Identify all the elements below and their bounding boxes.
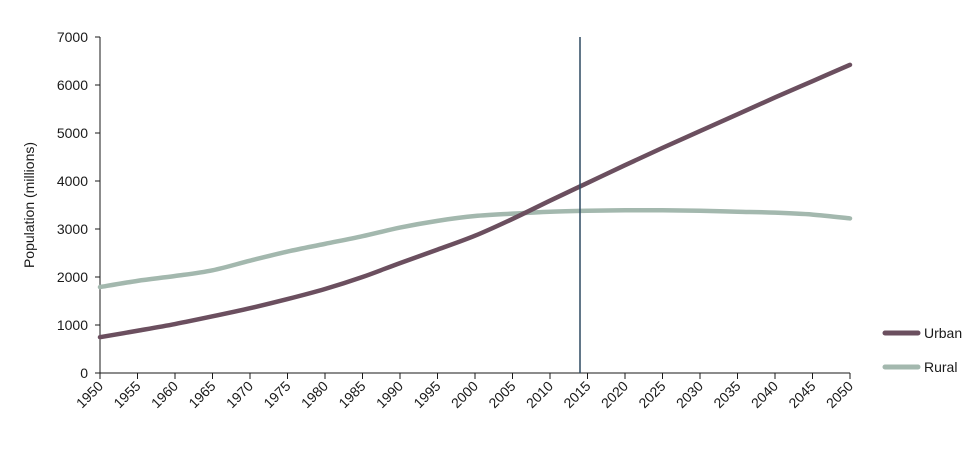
x-tick-label: 2025	[635, 378, 668, 411]
x-tick-label: 1970	[223, 378, 256, 411]
x-tick-label: 1955	[110, 378, 143, 411]
x-tick-label: 1965	[185, 378, 218, 411]
legend-label-rural: Rural	[924, 359, 957, 375]
x-tick-label: 1960	[148, 378, 181, 411]
x-tick-label: 2015	[560, 378, 593, 411]
series-lines	[97, 62, 853, 340]
y-tick-label: 0	[80, 365, 88, 381]
x-axis-ticks: 1950 1955 1960 1965 1970 1975 1980 1985 1990 1995…	[73, 373, 856, 411]
x-tick-label: 1980	[298, 378, 331, 411]
x-tick-label: 2035	[710, 378, 743, 411]
x-tick-label: 2000	[448, 378, 481, 411]
x-tick-label: 2005	[485, 378, 518, 411]
y-tick-label: 6000	[57, 77, 88, 93]
series-line-urban	[97, 62, 853, 340]
y-tick-label: 2000	[57, 269, 88, 285]
y-axis-ticks: 0 1000 2000 3000 4000 5000 6000 7000	[57, 29, 100, 381]
x-tick-label: 2050	[823, 378, 856, 411]
x-tick-label: 1975	[260, 378, 293, 411]
y-axis-title: Population (millions)	[21, 142, 37, 268]
x-tick-label: 2030	[673, 378, 706, 411]
y-tick-label: 1000	[57, 317, 88, 333]
series-line-rural	[97, 207, 853, 290]
axes	[99, 37, 850, 374]
y-tick-label: 3000	[57, 221, 88, 237]
legend: Urban Rural	[882, 325, 962, 375]
x-tick-label: 2045	[785, 378, 818, 411]
y-tick-label: 5000	[57, 125, 88, 141]
x-tick-label: 1990	[373, 378, 406, 411]
x-tick-label: 2040	[748, 378, 781, 411]
x-tick-label: 1985	[335, 378, 368, 411]
y-tick-label: 7000	[57, 29, 88, 45]
x-tick-label: 1950	[73, 378, 106, 411]
x-tick-label: 2010	[523, 378, 556, 411]
x-tick-label: 1995	[410, 378, 443, 411]
x-tick-label: 2020	[598, 378, 631, 411]
legend-label-urban: Urban	[924, 325, 962, 341]
y-tick-label: 4000	[57, 173, 88, 189]
